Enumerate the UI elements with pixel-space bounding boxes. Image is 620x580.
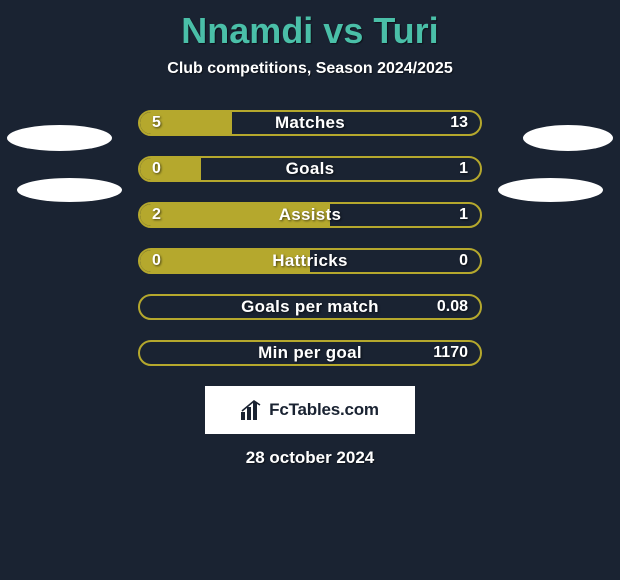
stat-label: Matches — [140, 113, 480, 133]
stat-row: 2 Assists 1 — [0, 192, 620, 238]
stat-row: 0 Hattricks 0 — [0, 238, 620, 284]
stats-section: 5 Matches 13 0 Goals 1 2 Assists 1 — [0, 100, 620, 376]
stat-value-right: 1 — [459, 160, 468, 178]
page-subtitle: Club competitions, Season 2024/2025 — [167, 60, 452, 78]
attribution-text: FcTables.com — [269, 400, 379, 420]
stat-row: Min per goal 1170 — [0, 330, 620, 376]
stat-bar-min-per-goal: Min per goal 1170 — [138, 340, 482, 366]
stat-label: Goals per match — [140, 297, 480, 317]
stat-label: Hattricks — [140, 251, 480, 271]
root-container: Nnamdi vs Turi Club competitions, Season… — [0, 0, 620, 580]
stat-label: Goals — [140, 159, 480, 179]
stat-bar-assists: 2 Assists 1 — [138, 202, 482, 228]
bar-chart-icon — [241, 400, 263, 420]
stat-value-right: 1170 — [433, 344, 468, 362]
stat-bar-matches: 5 Matches 13 — [138, 110, 482, 136]
stat-label: Assists — [140, 205, 480, 225]
stat-label: Min per goal — [140, 343, 480, 363]
attribution-badge: FcTables.com — [205, 386, 415, 434]
stat-value-right: 0.08 — [437, 298, 468, 316]
page-date: 28 october 2024 — [246, 448, 375, 468]
stat-value-right: 13 — [450, 114, 468, 132]
stat-value-right: 1 — [459, 206, 468, 224]
stat-row: 0 Goals 1 — [0, 146, 620, 192]
page-title: Nnamdi vs Turi — [181, 10, 438, 52]
stat-value-right: 0 — [459, 252, 468, 270]
stat-row: Goals per match 0.08 — [0, 284, 620, 330]
stat-bar-goals: 0 Goals 1 — [138, 156, 482, 182]
stat-bar-goals-per-match: Goals per match 0.08 — [138, 294, 482, 320]
stat-row: 5 Matches 13 — [0, 100, 620, 146]
stat-bar-hattricks: 0 Hattricks 0 — [138, 248, 482, 274]
